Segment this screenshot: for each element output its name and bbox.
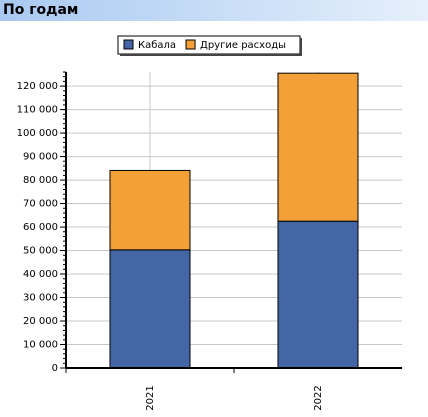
bar [109,249,191,369]
x-tick-label: 2021 [145,385,156,410]
x-tick-label: 2022 [313,385,324,410]
y-tick-label: 80 000 [23,175,58,186]
bar [277,72,359,222]
y-tick-label: 10 000 [23,340,58,351]
legend-label: Кабала [138,40,176,51]
legend-label: Другие расходы [200,40,286,51]
chart: Кабала Другие расходы 0 10 000 20 000 30 000 4… [17,35,402,411]
y-tick-label: 60 000 [23,222,58,233]
bar [109,169,191,251]
y-tick-label: 110 000 [17,105,58,116]
y-tick-label: 100 000 [17,128,58,139]
legend-shadow [120,54,302,56]
legend-swatch [123,39,134,50]
y-tick-label: 120 000 [17,81,58,92]
header: По годам [0,0,428,21]
y-tick-label: 50 000 [23,246,58,257]
y-tick-label: 90 000 [23,152,58,163]
y-tick-label: 70 000 [23,199,58,210]
bar [277,220,359,369]
header-title: По годам [3,2,79,18]
y-tick-label: 20 000 [23,316,58,327]
legend-shadow [300,38,302,56]
y-tick-label: 40 000 [23,269,58,280]
y-tick-label: 30 000 [23,293,58,304]
y-tick-label: 0 [52,363,58,374]
legend-swatch [185,39,196,50]
